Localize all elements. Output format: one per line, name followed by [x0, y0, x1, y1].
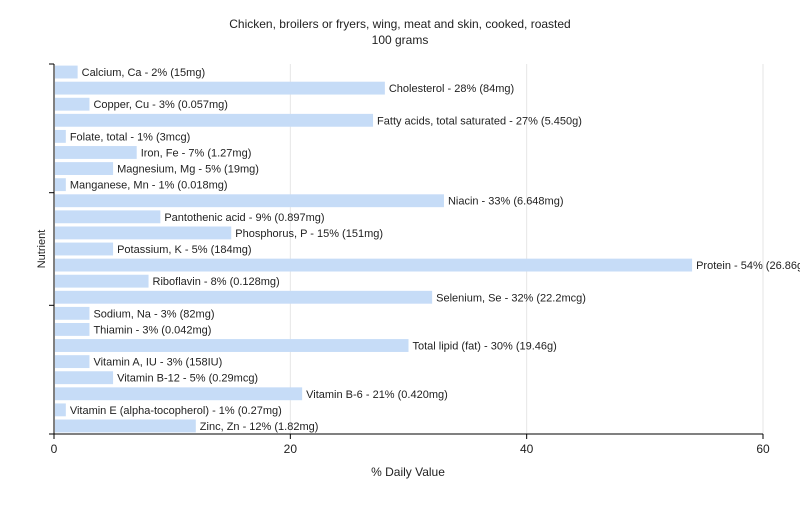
bar	[55, 65, 78, 79]
bar	[55, 371, 114, 385]
bar	[55, 113, 374, 127]
bar	[55, 194, 444, 208]
bar	[55, 242, 114, 256]
bar-data-label: Potassium, K - 5% (184mg)	[117, 244, 252, 256]
bar	[55, 97, 90, 111]
bar	[55, 81, 385, 95]
bar	[55, 355, 90, 369]
bar-data-label: Magnesium, Mg - 5% (19mg)	[117, 164, 259, 176]
bar	[55, 290, 433, 304]
bar	[55, 129, 66, 143]
bar-data-label: Calcium, Ca - 2% (15mg)	[82, 67, 205, 79]
bar-data-label: Selenium, Se - 32% (22.2mcg)	[436, 292, 586, 304]
bar	[55, 226, 232, 240]
x-tick-label: 0	[51, 442, 58, 456]
y-axis-title: Nutrient	[36, 230, 48, 269]
bar-data-label: Vitamin B-6 - 21% (0.420mg)	[306, 389, 448, 401]
bar-data-label: Iron, Fe - 7% (1.27mg)	[141, 147, 252, 159]
bar-data-label: Pantothenic acid - 9% (0.897mg)	[164, 212, 324, 224]
bar	[55, 403, 66, 417]
bar	[55, 323, 90, 336]
bar	[55, 178, 66, 192]
bar-data-label: Copper, Cu - 3% (0.057mg)	[93, 99, 228, 111]
chart-title: Chicken, broilers or fryers, wing, meat …	[229, 17, 570, 31]
bar	[55, 419, 196, 433]
bar-data-label: Manganese, Mn - 1% (0.018mg)	[70, 180, 228, 192]
bar-data-label: Vitamin A, IU - 3% (158IU)	[93, 357, 222, 369]
bar	[55, 258, 693, 272]
bar-data-label: Niacin - 33% (6.648mg)	[448, 196, 564, 208]
bar	[55, 387, 303, 401]
x-axis-title: % Daily Value	[371, 465, 445, 479]
bar-data-label: Total lipid (fat) - 30% (19.46g)	[413, 341, 557, 353]
bar	[55, 210, 161, 224]
bar	[55, 274, 149, 288]
bar	[55, 306, 90, 320]
bar-data-label: Fatty acids, total saturated - 27% (5.45…	[377, 115, 582, 127]
chart-subtitle: 100 grams	[372, 33, 429, 47]
x-tick-label: 40	[520, 442, 534, 456]
bar-data-label: Sodium, Na - 3% (82mg)	[93, 308, 214, 320]
bar-data-label: Riboflavin - 8% (0.128mg)	[153, 276, 280, 288]
bar	[55, 162, 114, 175]
data-label-layer: Calcium, Ca - 2% (15mg) Cholesterol - 28%…	[70, 67, 800, 433]
bar	[55, 339, 409, 352]
bar	[55, 146, 137, 159]
bar-data-label: Cholesterol - 28% (84mg)	[389, 83, 514, 95]
bar-data-label: Phosphorus, P - 15% (151mg)	[235, 228, 383, 240]
bar-data-label: Vitamin E (alpha-tocopherol) - 1% (0.27m…	[70, 405, 282, 417]
bar-data-label: Thiamin - 3% (0.042mg)	[93, 324, 211, 336]
axis-layer: 0 20 40 60	[49, 63, 770, 456]
x-tick-label: 20	[284, 442, 298, 456]
bar-data-label: Zinc, Zn - 12% (1.82mg)	[200, 421, 319, 433]
bar-layer	[55, 65, 693, 433]
bar-data-label: Vitamin B-12 - 5% (0.29mcg)	[117, 373, 258, 385]
bar-data-label: Folate, total - 1% (3mcg)	[70, 131, 190, 143]
bar-data-label: Protein - 54% (26.86g)	[696, 260, 800, 272]
x-tick-label: 60	[756, 442, 770, 456]
